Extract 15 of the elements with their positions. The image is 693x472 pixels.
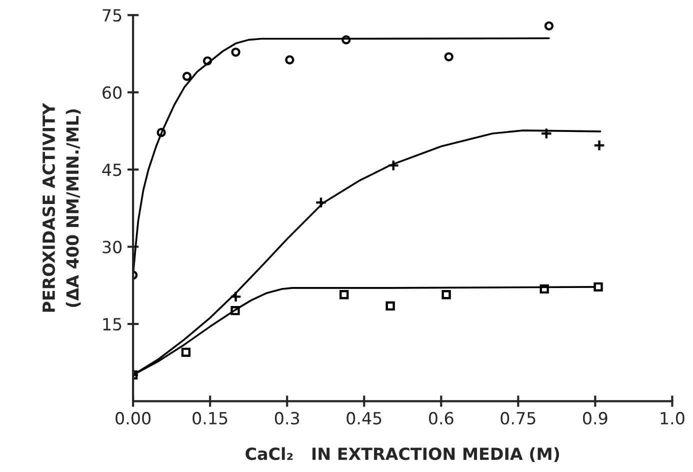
x-tick-label: 0.75 <box>500 412 536 425</box>
y-tick-label: 30 <box>102 240 122 254</box>
x-axis-title: CaCl₂ IN EXTRACTION MEDIA (M) <box>246 447 560 462</box>
y-tick-label: 45 <box>102 164 122 176</box>
y-tick-label: 75 <box>102 9 122 22</box>
x-tick-label: 0.00 <box>116 412 151 425</box>
x-tick-label: 0.9 <box>583 412 608 425</box>
x-tick-label: 0.15 <box>192 412 228 425</box>
y-axis-title: PEROXIDASE ACTIVITY (ΔA 400 NM/MIN./ML) <box>42 102 81 312</box>
x-tick-label: 0.45 <box>346 412 382 425</box>
x-tick-label: 0.3 <box>274 412 300 425</box>
y-tick-label: 15 <box>103 318 122 331</box>
x-tick-label: 0.6 <box>428 412 454 425</box>
x-tick-label: 1.0 <box>660 412 684 425</box>
y-tick-label: 60 <box>102 86 122 99</box>
